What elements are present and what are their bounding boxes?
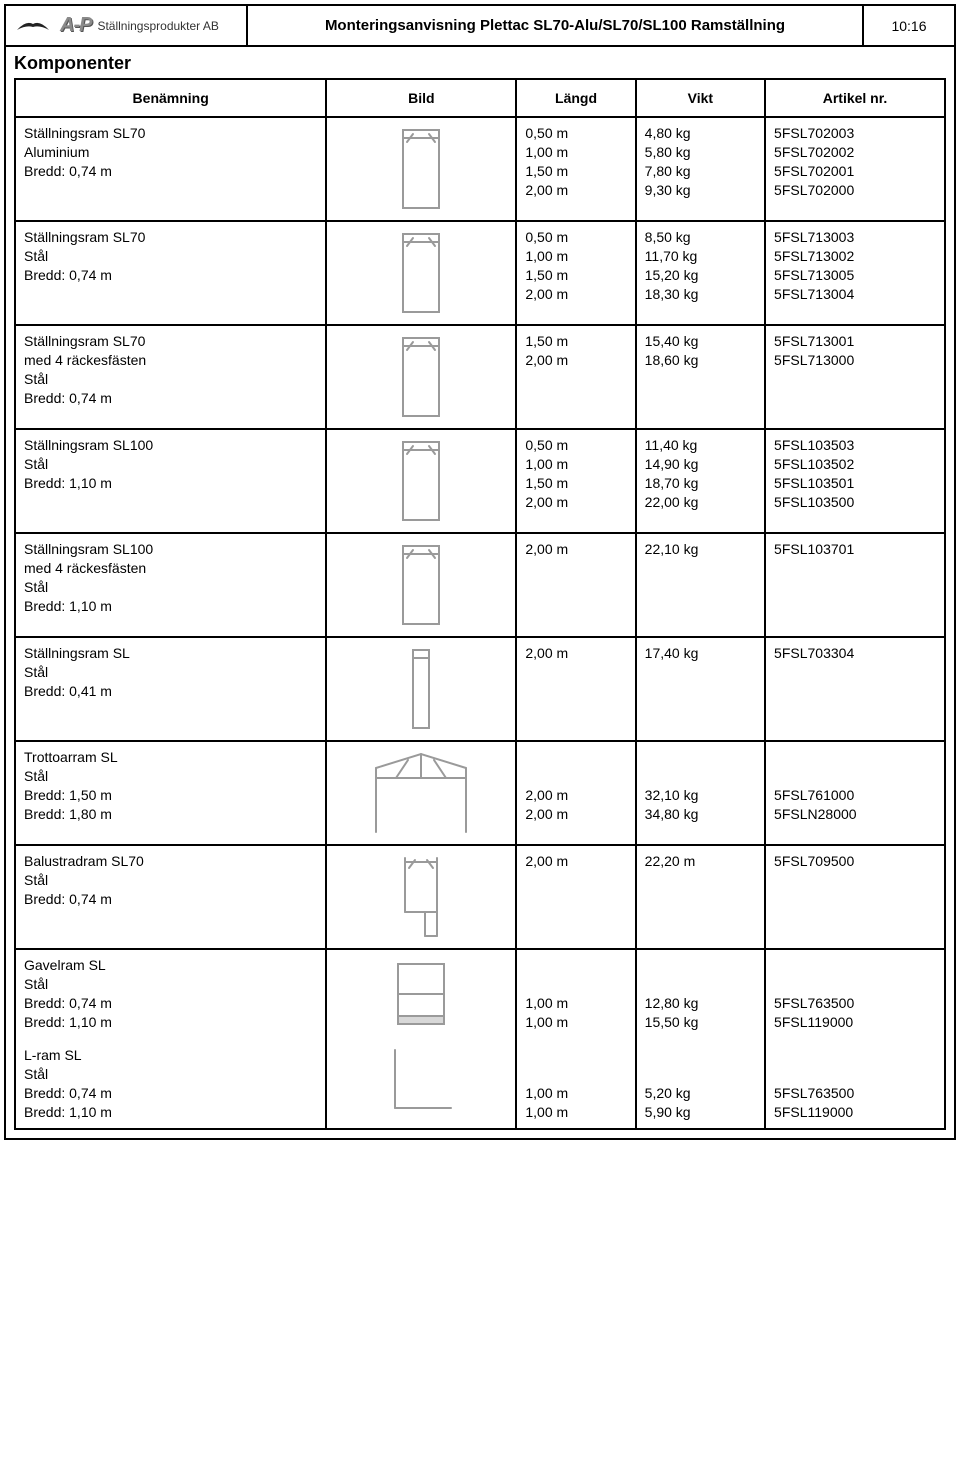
bird-icon xyxy=(16,18,50,34)
table-row: Gavelram SL Stål Bredd: 0,74 m Bredd: 1,… xyxy=(15,949,945,1040)
col-header-name: Benämning xyxy=(15,79,326,117)
weight-values: 32,10 kg 34,80 kg xyxy=(636,741,765,845)
length-values: 0,50 m 1,00 m 1,50 m 2,00 m xyxy=(516,221,635,325)
table-row: Ställningsram SL70 Stål Bredd: 0,74 m 0,… xyxy=(15,221,945,325)
weight-values: 12,80 kg 15,50 kg xyxy=(636,949,765,1040)
table-row: Trottoarram SL Stål Bredd: 1,50 m Bredd:… xyxy=(15,741,945,845)
table-body: Ställningsram SL70 Aluminium Bredd: 0,74… xyxy=(15,117,945,1129)
length-values: 1,50 m 2,00 m xyxy=(516,325,635,429)
frame-icon xyxy=(391,124,451,214)
component-name: Ställningsram SL70 Stål Bredd: 0,74 m xyxy=(24,228,317,285)
weight-values: 22,20 m xyxy=(636,845,765,949)
frame-icon xyxy=(391,332,451,422)
col-header-image: Bild xyxy=(326,79,516,117)
article-values: 5FSL761000 5FSLN28000 xyxy=(765,741,945,845)
article-values: 5FSL763500 5FSL119000 xyxy=(765,1040,945,1129)
length-values: 2,00 m xyxy=(516,845,635,949)
article-values: 5FSL709500 xyxy=(765,845,945,949)
frame-icon xyxy=(391,540,451,630)
table-row: L-ram SL Stål Bredd: 0,74 m Bredd: 1,10 … xyxy=(15,1040,945,1129)
length-values: 2,00 m xyxy=(516,637,635,741)
length-values: 0,50 m 1,00 m 1,50 m 2,00 m xyxy=(516,117,635,221)
component-name: Gavelram SL Stål Bredd: 0,74 m Bredd: 1,… xyxy=(24,956,317,1032)
article-values: 5FSL763500 5FSL119000 xyxy=(765,949,945,1040)
col-header-length: Längd xyxy=(516,79,635,117)
lram-icon xyxy=(381,1046,461,1118)
component-name: L-ram SL Stål Bredd: 0,74 m Bredd: 1,10 … xyxy=(24,1046,317,1122)
weight-values: 5,20 kg 5,90 kg xyxy=(636,1040,765,1129)
length-values: 2,00 m xyxy=(516,533,635,637)
frame-icon xyxy=(397,644,445,734)
balustrad-icon xyxy=(391,852,451,942)
component-name: Ställningsram SL70 med 4 räckesfästen St… xyxy=(24,332,317,408)
component-name: Ställningsram SL Stål Bredd: 0,41 m xyxy=(24,644,317,701)
table-row: Ställningsram SL70 Aluminium Bredd: 0,74… xyxy=(15,117,945,221)
weight-values: 15,40 kg 18,60 kg xyxy=(636,325,765,429)
weight-values: 8,50 kg 11,70 kg 15,20 kg 18,30 kg xyxy=(636,221,765,325)
logo-prefix: A-P xyxy=(60,14,91,37)
component-name: Trottoarram SL Stål Bredd: 1,50 m Bredd:… xyxy=(24,748,317,824)
company-logo: A-P Ställningsprodukter AB xyxy=(16,14,219,37)
col-header-article: Artikel nr. xyxy=(765,79,945,117)
logo-company: Ställningsprodukter AB xyxy=(97,19,218,33)
doc-header: A-P Ställningsprodukter AB Monteringsanv… xyxy=(6,6,954,47)
section-title: Komponenter xyxy=(6,47,954,78)
article-values: 5FSL103503 5FSL103502 5FSL103501 5FSL103… xyxy=(765,429,945,533)
length-values: 1,00 m 1,00 m xyxy=(516,1040,635,1129)
article-values: 5FSL103701 xyxy=(765,533,945,637)
logo-cell: A-P Ställningsprodukter AB xyxy=(6,6,248,45)
trottoar-icon xyxy=(366,748,476,838)
weight-values: 11,40 kg 14,90 kg 18,70 kg 22,00 kg xyxy=(636,429,765,533)
table-row: Ställningsram SL70 med 4 räckesfästen St… xyxy=(15,325,945,429)
frame-icon xyxy=(391,228,451,318)
col-header-weight: Vikt xyxy=(636,79,765,117)
page-frame: A-P Ställningsprodukter AB Monteringsanv… xyxy=(4,4,956,1140)
doc-title: Monteringsanvisning Plettac SL70-Alu/SL7… xyxy=(248,6,864,45)
length-values: 1,00 m 1,00 m xyxy=(516,949,635,1040)
table-header: Benämning Bild Längd Vikt Artikel nr. xyxy=(15,79,945,117)
table-row: Balustradram SL70 Stål Bredd: 0,74 m 2,0… xyxy=(15,845,945,949)
table-row: Ställningsram SL100 med 4 räckesfästen S… xyxy=(15,533,945,637)
weight-values: 4,80 kg 5,80 kg 7,80 kg 9,30 kg xyxy=(636,117,765,221)
article-values: 5FSL713003 5FSL713002 5FSL713005 5FSL713… xyxy=(765,221,945,325)
table-row: Ställningsram SL100 Stål Bredd: 1,10 m 0… xyxy=(15,429,945,533)
frame-icon xyxy=(391,436,451,526)
article-values: 5FSL703304 xyxy=(765,637,945,741)
gavel-icon xyxy=(386,956,456,1034)
component-name: Ställningsram SL100 med 4 räckesfästen S… xyxy=(24,540,317,616)
article-values: 5FSL713001 5FSL713000 xyxy=(765,325,945,429)
length-values: 0,50 m 1,00 m 1,50 m 2,00 m xyxy=(516,429,635,533)
length-values: 2,00 m 2,00 m xyxy=(516,741,635,845)
weight-values: 17,40 kg xyxy=(636,637,765,741)
component-name: Ställningsram SL70 Aluminium Bredd: 0,74… xyxy=(24,124,317,181)
component-name: Ställningsram SL100 Stål Bredd: 1,10 m xyxy=(24,436,317,493)
article-values: 5FSL702003 5FSL702002 5FSL702001 5FSL702… xyxy=(765,117,945,221)
page-number: 10:16 xyxy=(864,6,954,45)
weight-values: 22,10 kg xyxy=(636,533,765,637)
components-table: Benämning Bild Längd Vikt Artikel nr. St… xyxy=(14,78,946,1130)
component-name: Balustradram SL70 Stål Bredd: 0,74 m xyxy=(24,852,317,909)
table-row: Ställningsram SL Stål Bredd: 0,41 m 2,00… xyxy=(15,637,945,741)
